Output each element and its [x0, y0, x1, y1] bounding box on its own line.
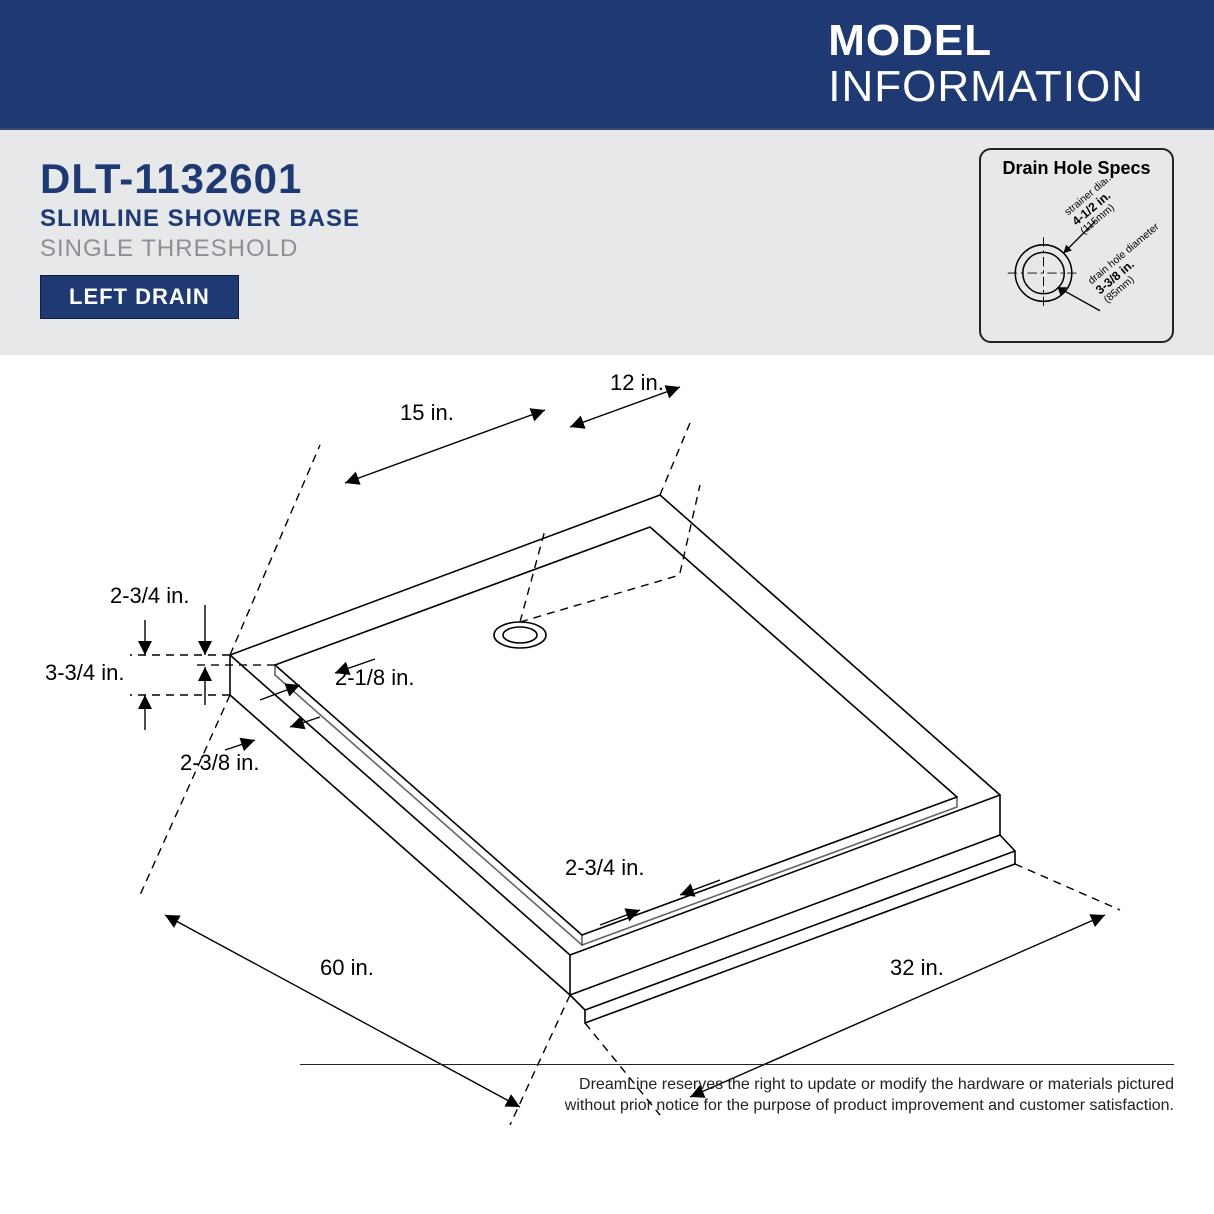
- dim-top-left: 15 in.: [400, 400, 454, 426]
- drain-spec-diagram: strainer diameter 4-1/2 in. (115mm) drai…: [987, 179, 1166, 337]
- disclaimer-line1: DreamLine reserves the right to update o…: [579, 1076, 1174, 1093]
- drain-spec-title: Drain Hole Specs: [987, 158, 1166, 179]
- dim-front-lip: 2-3/4 in.: [565, 855, 645, 881]
- dim-edge-lip: 2-3/8 in.: [180, 750, 260, 776]
- header-line1: MODEL: [828, 18, 1144, 64]
- dim-width: 32 in.: [890, 955, 944, 981]
- drawing-area: 15 in. 12 in. 2-3/4 in. 3-3/4 in. 2-1/8 …: [0, 355, 1214, 1145]
- dim-top-right: 12 in.: [610, 370, 664, 396]
- disclaimer-line2: without prior notice for the purpose of …: [565, 1097, 1174, 1114]
- drain-spec-box: Drain Hole Specs strainer diameter 4-1/2…: [979, 148, 1174, 343]
- header-line2: INFORMATION: [828, 64, 1144, 110]
- dim-inner-offset: 2-1/8 in.: [335, 665, 415, 691]
- dim-length: 60 in.: [320, 955, 374, 981]
- dim-left-upper: 2-3/4 in.: [110, 583, 190, 609]
- header-title: MODEL INFORMATION: [828, 18, 1144, 110]
- disclaimer: DreamLine reserves the right to update o…: [300, 1064, 1174, 1117]
- info-band: DLT-1132601 SLIMLINE SHOWER BASE SINGLE …: [0, 130, 1214, 355]
- header-band: MODEL INFORMATION: [0, 0, 1214, 130]
- dim-left-height: 3-3/4 in.: [45, 660, 125, 686]
- drain-badge: LEFT DRAIN: [40, 275, 239, 319]
